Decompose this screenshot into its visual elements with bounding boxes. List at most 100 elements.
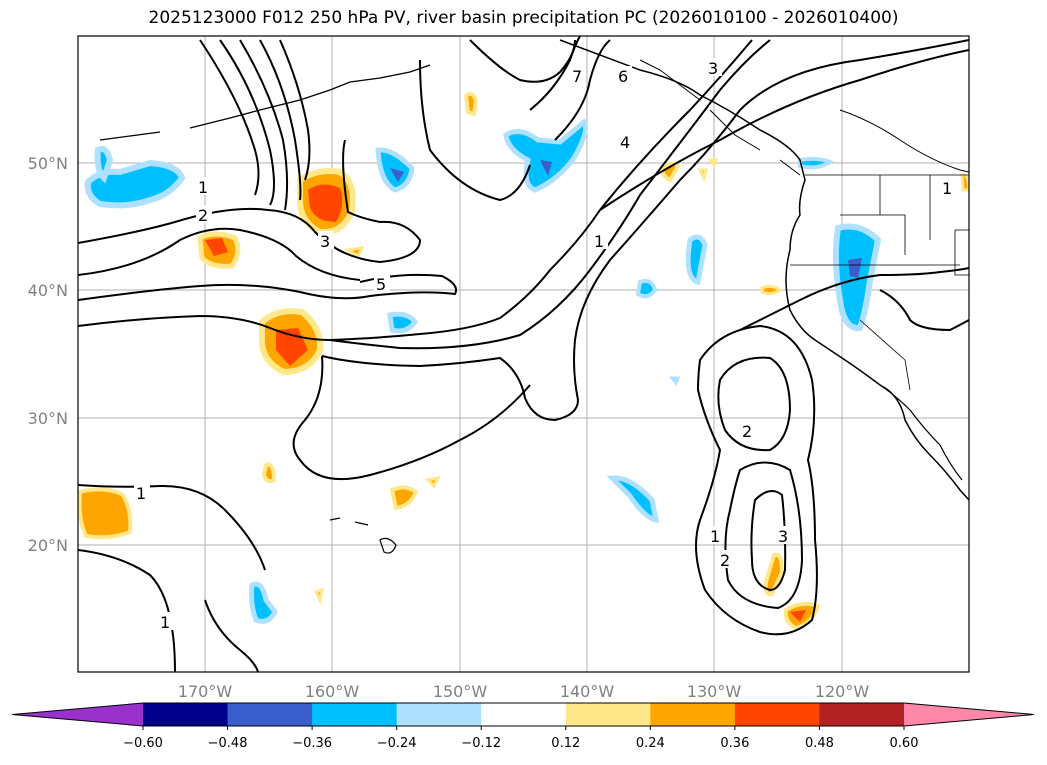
- colorbar-segment: [227, 703, 313, 726]
- precip-pos-region: [389, 485, 419, 511]
- precip-pos-region: [760, 284, 783, 296]
- pv-contour-line: [259, 39, 302, 201]
- precip-neg-region: [503, 118, 589, 193]
- precip-pos-region: [313, 587, 324, 605]
- colorbar-segment: [650, 703, 736, 726]
- precip-pos-region: [343, 246, 365, 259]
- pv-contour-line: [78, 227, 361, 281]
- coastlines: [99, 39, 969, 554]
- precip-neg-region: [249, 581, 278, 624]
- pv-contour-line: [329, 39, 771, 350]
- pv-contour-line: [739, 267, 969, 331]
- lat-label: 20°N: [28, 536, 68, 555]
- colorbar-segment: [312, 703, 398, 726]
- pv-contour-line: [279, 39, 311, 181]
- precip-pos-region: [659, 161, 681, 183]
- colorbar-segment: [819, 703, 905, 726]
- pv-contour-line: [554, 39, 611, 141]
- pv-label: 2: [720, 551, 730, 570]
- alaska-islands: [99, 64, 431, 141]
- pv-label: 3: [320, 232, 330, 251]
- pv-contour-line: [219, 39, 275, 206]
- pv-contour-line: [724, 461, 804, 610]
- precip-neg-region: [798, 156, 835, 170]
- lon-label: 130°W: [687, 682, 742, 701]
- pv-label: 4: [620, 133, 630, 152]
- precip-anomaly-fills: [78, 91, 969, 631]
- precip-pos-region: [463, 91, 479, 117]
- colorbar-extend-min: [12, 703, 143, 726]
- pv-contour-line: [750, 490, 787, 592]
- pv-contour-line: [239, 39, 289, 211]
- lon-label: 160°W: [305, 682, 360, 701]
- colorbar-segment: [481, 703, 567, 726]
- lon-label: 120°W: [815, 682, 870, 701]
- precip-pos-region: [424, 475, 441, 489]
- colorbar-tick-label: −0.36: [292, 736, 332, 751]
- pv-label: 3: [708, 59, 718, 78]
- map-title: 2025123000 F012 250 hPa PV, river basin …: [148, 8, 899, 28]
- colorbar: −0.60 −0.48 −0.36 −0.24 −0.12 0.12 0.24 0.36 0.4…: [11, 702, 1035, 751]
- lon-label: 140°W: [560, 682, 615, 701]
- lat-label: 50°N: [28, 154, 68, 173]
- pv-label: 1: [710, 527, 720, 546]
- pv-contour-line: [78, 139, 422, 264]
- lat-label: 30°N: [28, 409, 68, 428]
- pv-contour-line: [78, 273, 458, 301]
- precip-neg-region: [390, 168, 404, 182]
- hawaii-islands: [329, 517, 397, 554]
- state-border: [859, 319, 911, 391]
- pv-label: 1: [594, 232, 604, 251]
- pv-label: 1: [942, 179, 952, 198]
- precip-neg-region: [540, 160, 552, 176]
- pv-label: 7: [572, 67, 582, 86]
- colorbar-tick-label: 0.60: [890, 736, 919, 751]
- precip-neg-region: [668, 376, 681, 386]
- pv-contour-labels: 1 2 3 5 4 6 7 3 1 1 2 1 2 3: [134, 58, 956, 632]
- precip-neg-region: [848, 258, 862, 278]
- pv-contour-line: [879, 289, 969, 332]
- pv-contour-line: [78, 484, 266, 571]
- pv-contour-line: [599, 49, 969, 211]
- colorbar-tick-label: −0.60: [123, 736, 163, 751]
- precip-neg-region: [84, 145, 186, 209]
- pv-contour-line: [204, 599, 259, 672]
- colorbar-segment: [143, 703, 229, 726]
- precip-pos-region: [763, 552, 785, 597]
- longitude-labels: 170°W 160°W 150°W 140°W 130°W 120°W: [178, 682, 870, 701]
- precip-pos-region: [205, 238, 228, 256]
- colorbar-tick-label: −0.48: [208, 736, 248, 751]
- precip-neg-region: [635, 279, 658, 299]
- pv-label: 3: [778, 527, 788, 546]
- precip-pos-region: [790, 610, 806, 622]
- precip-pos-region: [706, 158, 719, 168]
- pv-contour-line: [78, 39, 753, 342]
- precip-neg-region: [606, 475, 660, 524]
- colorbar-tick-label: 0.36: [720, 736, 749, 751]
- state-border: [790, 174, 969, 276]
- precip-neg-region: [387, 311, 419, 334]
- colorbar-segment: [565, 703, 651, 726]
- pv-contour-line: [469, 39, 576, 83]
- pv-label: 2: [742, 422, 752, 441]
- precip-pos-region: [308, 184, 343, 222]
- precip-pos-region: [78, 487, 133, 540]
- colorbar-extend-max: [904, 703, 1034, 726]
- colorbar-tick-label: 0.12: [551, 736, 580, 751]
- pv-contour-line: [199, 39, 260, 196]
- lat-label: 40°N: [28, 281, 68, 300]
- latitude-labels: 50°N 40°N 30°N 20°N: [28, 154, 68, 555]
- canada-border: [839, 109, 969, 173]
- plot-frame: [77, 35, 970, 673]
- pv-contour-line: [321, 39, 969, 422]
- pv-contour-line: [78, 549, 176, 672]
- lon-label: 170°W: [178, 682, 233, 701]
- pv-label: 2: [198, 206, 208, 225]
- pv-label: 1: [136, 484, 146, 503]
- pv-label: 5: [376, 275, 386, 294]
- colorbar-tick-label: 0.24: [636, 736, 665, 751]
- colorbar-tick-label: 0.48: [805, 736, 834, 751]
- pv-label: 1: [198, 178, 208, 197]
- pv-contour-line: [695, 324, 818, 636]
